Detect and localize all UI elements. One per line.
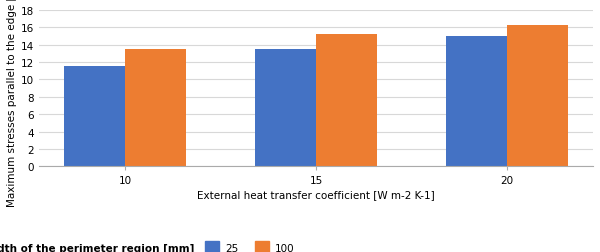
Bar <box>255 241 269 252</box>
Text: 25: 25 <box>225 243 238 252</box>
Bar <box>446 37 507 167</box>
Y-axis label: Maximum stresses parallel to the edge [MPa]: Maximum stresses parallel to the edge [M… <box>7 0 17 206</box>
Bar <box>507 26 568 167</box>
Bar <box>64 66 125 167</box>
Bar <box>205 241 219 252</box>
Text: 100: 100 <box>275 243 294 252</box>
Bar <box>125 50 187 167</box>
Bar <box>255 50 316 167</box>
Bar <box>316 35 377 167</box>
Text: Width of the perimeter region [mm]: Width of the perimeter region [mm] <box>0 242 194 252</box>
X-axis label: External heat transfer coefficient [W m-2 K-1]: External heat transfer coefficient [W m-… <box>197 190 435 200</box>
